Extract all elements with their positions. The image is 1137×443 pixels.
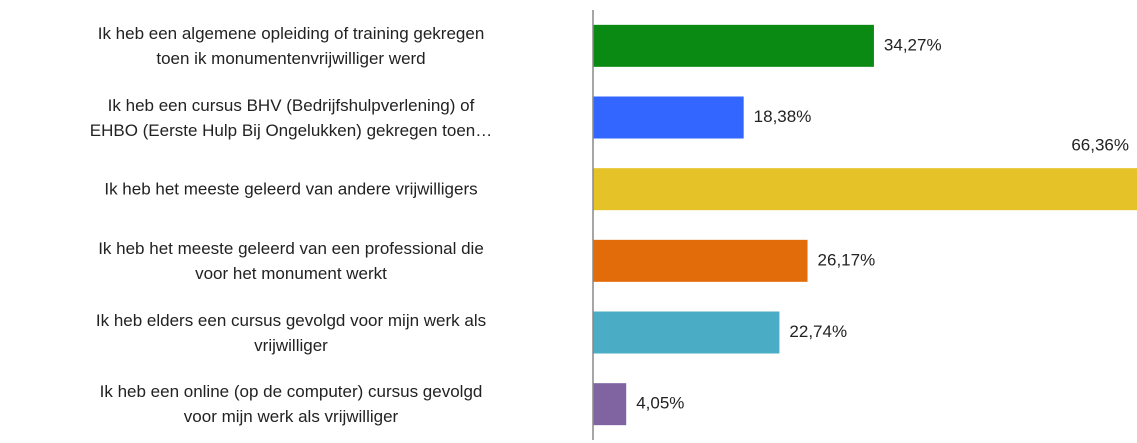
data-label: 34,27%: [884, 35, 942, 54]
category-label: Ik heb een online (op de computer) cursu…: [99, 382, 483, 427]
bar: [593, 24, 874, 67]
category-label: Ik heb elders een cursus gevolgd voor mi…: [95, 310, 487, 355]
data-label: 18,38%: [754, 107, 812, 126]
data-label: 4,05%: [636, 394, 684, 413]
data-label: 22,74%: [789, 322, 847, 341]
category-label: Ik heb een cursus BHV (Bedrijfshulpverle…: [89, 95, 493, 140]
bar: [593, 96, 744, 139]
category-label: Ik heb het meeste geleerd van andere vri…: [104, 179, 478, 199]
category-label: Ik heb het meeste geleerd van een profes…: [98, 238, 484, 283]
data-label: 66,36%: [1071, 136, 1129, 155]
bar: [593, 239, 808, 282]
bar: [593, 311, 780, 354]
category-label: Ik heb een algemene opleiding of trainin…: [97, 23, 485, 68]
bar: [593, 383, 627, 426]
bar: [593, 168, 1137, 211]
data-label: 26,17%: [818, 250, 876, 269]
